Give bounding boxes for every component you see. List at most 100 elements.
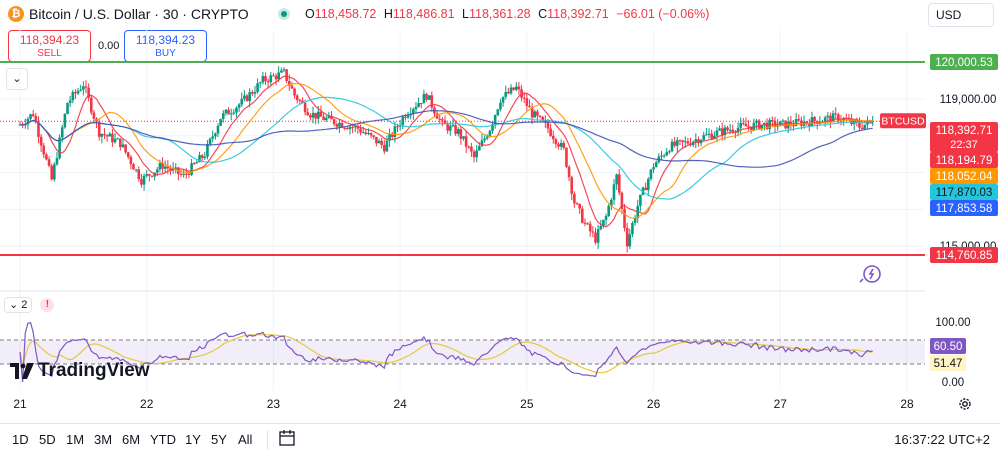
candle-body — [306, 112, 310, 116]
candle-body — [359, 128, 362, 133]
settings-gear-icon[interactable] — [957, 396, 973, 412]
candle-body — [462, 136, 465, 139]
candle-body — [778, 121, 782, 126]
rsi-value-tag — [930, 338, 966, 354]
tradingview-mark-icon — [10, 363, 34, 379]
bottom-toolbar: 1D 5D 1M 3M 6M YTD 1Y 5Y All 16:37:22 UT… — [0, 423, 1000, 459]
candle-body — [214, 133, 217, 137]
candle-body — [683, 141, 687, 143]
timeframe-all[interactable]: All — [238, 432, 253, 447]
candle-body — [662, 155, 666, 157]
candle-body — [251, 92, 254, 94]
candle-body — [464, 136, 468, 147]
candle-body — [594, 232, 597, 243]
market-status-icon[interactable] — [278, 8, 290, 20]
candle-body — [200, 155, 204, 158]
change-value: −66.01 (−0.06%) — [616, 7, 710, 21]
time-tick-label: 25 — [520, 397, 534, 411]
candle-body — [810, 117, 814, 127]
candle-body — [480, 140, 484, 147]
candle-body — [290, 85, 294, 89]
candle-body — [87, 87, 90, 98]
candle-body — [343, 127, 347, 129]
candle-body — [84, 86, 88, 88]
timeframe-5d[interactable]: 5D — [39, 432, 56, 447]
candle-body — [58, 137, 61, 159]
candle-body — [731, 129, 735, 132]
timezone-clock[interactable]: 16:37:22 UTC+2 — [894, 432, 990, 447]
candle-body — [324, 117, 328, 121]
magic-icon[interactable] — [858, 264, 882, 286]
timeframe-5y[interactable]: 5Y — [211, 432, 227, 447]
candle-body — [211, 136, 215, 139]
candle-body — [644, 187, 647, 191]
indicator-toggle-button[interactable]: ⌄ 2 — [4, 297, 33, 313]
candle-body — [100, 133, 104, 137]
timeframe-1y[interactable]: 1Y — [185, 432, 201, 447]
candle-body — [338, 122, 341, 127]
time-tick-label: 21 — [13, 397, 27, 411]
timeframe-3m[interactable]: 3M — [94, 432, 113, 447]
collapse-chevron-icon[interactable]: ⌄ — [6, 68, 28, 90]
candle-body — [113, 138, 117, 143]
candle-body — [229, 113, 233, 115]
candle-body — [599, 226, 603, 230]
rsi-value-text: 60.50 — [934, 341, 963, 353]
candle-body — [277, 72, 281, 80]
timeframe-6m[interactable]: 6M — [122, 432, 141, 447]
hline-price-text: 114,760.85 — [936, 250, 993, 262]
candle-body — [470, 146, 473, 152]
price-chart[interactable]: 115,000.00116,000.00117,000.00118,000.00… — [0, 0, 1000, 423]
candle-body — [280, 70, 283, 73]
candle-body — [834, 113, 838, 115]
price-tag — [930, 184, 998, 200]
candle-body — [528, 105, 531, 108]
candle-body — [567, 166, 571, 178]
candle-body — [533, 111, 537, 118]
candle-body — [45, 154, 48, 160]
buy-price: 118,394.23 — [135, 33, 196, 47]
currency-select[interactable]: USD — [928, 3, 994, 27]
candle-body — [89, 97, 93, 113]
candle-body — [388, 133, 391, 141]
candle-body — [31, 114, 35, 117]
candle-body — [557, 144, 560, 147]
sell-button[interactable]: 118,394.23 SELL — [8, 30, 91, 62]
candle-body — [546, 122, 550, 129]
buy-button[interactable]: 118,394.23 BUY — [124, 30, 207, 62]
candle-body — [718, 128, 721, 131]
candle-body — [842, 118, 845, 121]
candle-body — [124, 144, 127, 153]
candle-body — [148, 174, 151, 176]
timeframe-ytd[interactable]: YTD — [150, 432, 176, 447]
candle-body — [654, 162, 658, 168]
symbol-title[interactable]: Bitcoin / U.S. Dollar · 30 · CRYPTO — [29, 6, 249, 22]
calendar-range-icon[interactable] — [278, 429, 296, 447]
candle-body — [443, 120, 447, 125]
candle-body — [319, 111, 323, 117]
candle-body — [132, 164, 135, 170]
candle-body — [134, 169, 138, 171]
timeframe-1d[interactable]: 1D — [12, 432, 29, 447]
candle-body — [237, 104, 241, 108]
candle-body — [385, 140, 389, 152]
candle-body — [198, 155, 201, 163]
ohlc-readout: O118,458.72 H118,486.81 L118,361.28 C118… — [305, 7, 713, 21]
price-tag-text: 118,052.04 — [936, 171, 993, 183]
tradingview-logo[interactable]: TradingView — [10, 360, 150, 382]
candle-body — [327, 115, 331, 118]
candle-body — [285, 69, 288, 82]
symbol-tag — [880, 113, 926, 129]
candle-body — [406, 115, 410, 118]
symbol-tag-text: BTCUSD — [881, 116, 925, 128]
time-axis: 21 22 23 24 25 26 27 28 — [13, 397, 914, 411]
candle-body — [375, 136, 378, 144]
warning-icon[interactable]: ! — [40, 298, 55, 312]
candle-body — [390, 133, 394, 137]
candle-body — [192, 163, 196, 165]
candle-body — [185, 173, 188, 175]
candle-body — [364, 132, 368, 134]
candle-body — [739, 123, 742, 128]
time-tick-label: 26 — [647, 397, 661, 411]
timeframe-1m[interactable]: 1M — [66, 432, 85, 447]
